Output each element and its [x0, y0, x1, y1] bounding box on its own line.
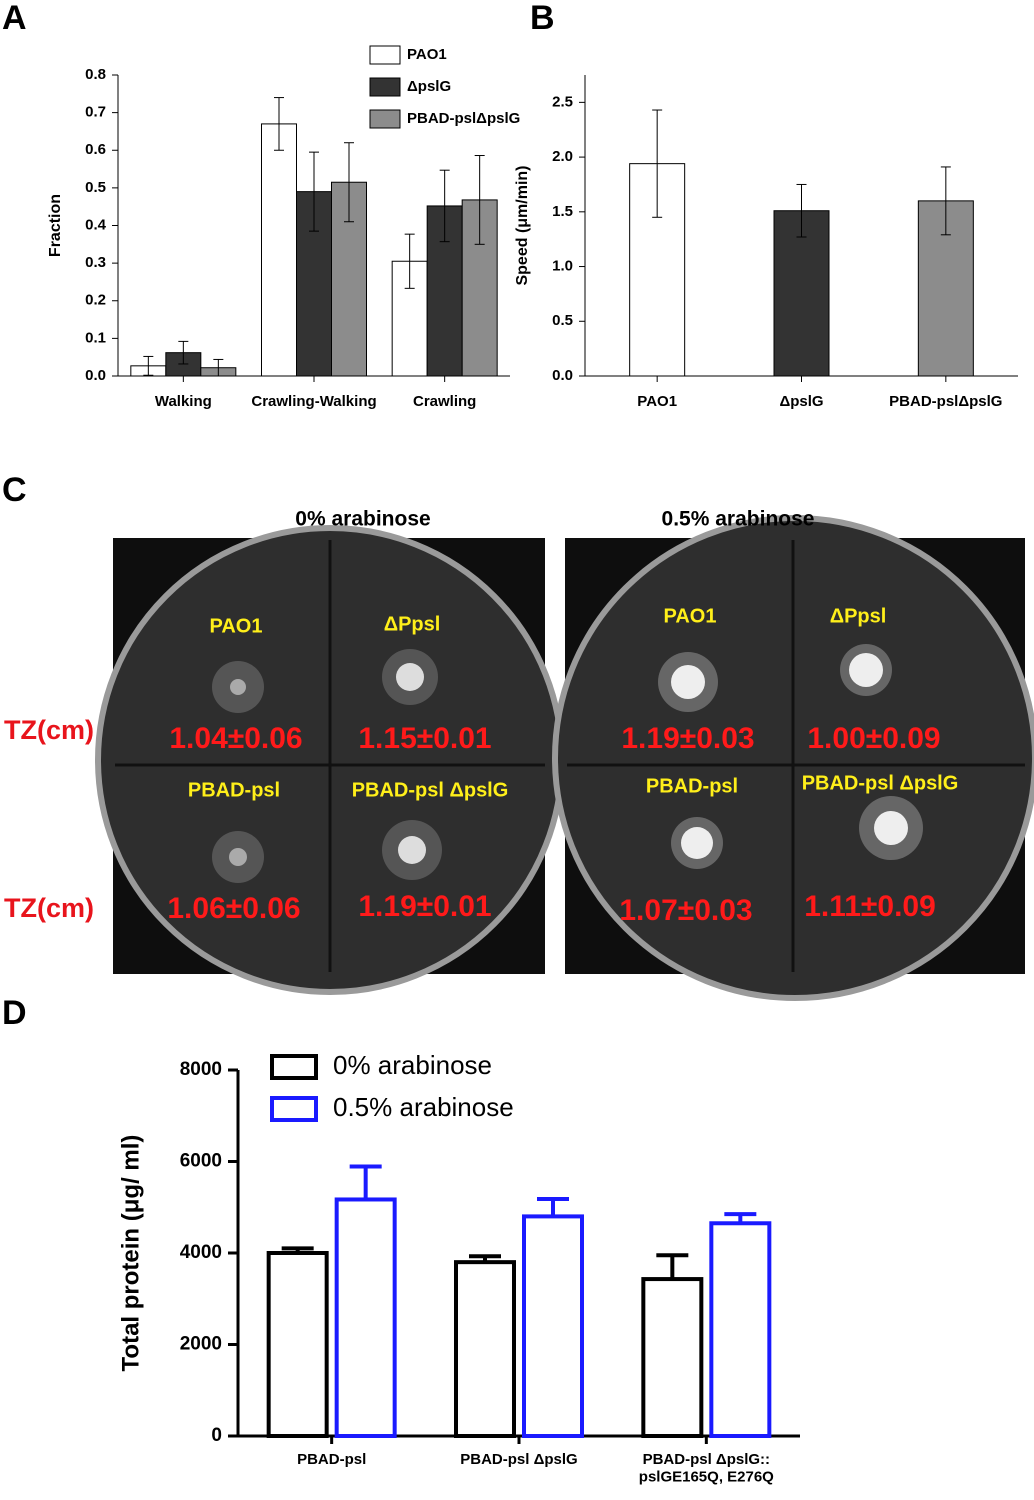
y-tick-label: 0 — [211, 1425, 222, 1446]
y-tick-label: 0.8 — [85, 66, 106, 83]
y-tick-label: 6000 — [180, 1151, 222, 1172]
y-tick-label: 0.0 — [552, 367, 573, 384]
tz-value: 1.19±0.01 — [358, 890, 491, 923]
y-axis-label: Speed (μm/min) — [514, 165, 531, 285]
y-tick-label: 1.0 — [552, 258, 573, 275]
x-tick-label: ΔpslG — [779, 393, 823, 410]
y-tick-label: 4000 — [180, 1242, 222, 1263]
legend-label: PAO1 — [407, 46, 447, 63]
panel-letter: D — [2, 994, 27, 1032]
legend-label: PBAD-pslΔpslG — [407, 110, 520, 127]
bar — [641, 1277, 704, 1439]
x-tick-label: Crawling — [413, 393, 476, 410]
y-tick-label: 1.5 — [552, 203, 573, 220]
strain-label: ΔPpsl — [384, 613, 441, 635]
bar — [334, 1197, 397, 1439]
y-tick-label: 0.6 — [85, 141, 106, 158]
y-axis-label: Fraction — [47, 194, 64, 257]
bar — [454, 1260, 516, 1439]
y-axis-label: Total protein (μg/ ml) — [117, 1135, 144, 1372]
row-label: TZ(cm) — [4, 893, 94, 923]
x-tick-label: PBAD-pslΔpslG — [889, 393, 1002, 410]
x-tick-label: PBAD-psl ΔpslG — [460, 1451, 577, 1468]
bar — [773, 210, 830, 377]
y-tick-label: 0.3 — [85, 254, 106, 271]
y-tick-label: 8000 — [180, 1059, 222, 1080]
legend-swatch — [270, 1054, 318, 1080]
strain-label: PAO1 — [664, 605, 717, 627]
panel-letter: B — [530, 0, 555, 37]
x-tick-label: Crawling-Walking — [251, 393, 376, 410]
legend-swatch — [369, 77, 401, 97]
x-tick-label: PBAD-psl — [297, 1451, 366, 1468]
plate-title: 0.5% arabinose — [662, 508, 815, 531]
plate-title: 0% arabinose — [295, 508, 430, 531]
bar — [266, 1251, 329, 1438]
legend-label: 0.5% arabinose — [333, 1092, 514, 1122]
tz-value: 1.11±0.09 — [804, 890, 936, 923]
legend-swatch — [270, 1096, 318, 1122]
y-tick-label: 0.4 — [85, 216, 107, 233]
tz-value: 1.19±0.03 — [621, 722, 754, 755]
x-tick-label: PBAD-psl ΔpslG:: pslGE165Q, E276Q — [639, 1451, 774, 1485]
strain-label: PAO1 — [210, 615, 263, 637]
y-tick-label: 2000 — [180, 1334, 222, 1355]
legend-label: ΔpslG — [407, 78, 451, 95]
y-tick-label: 0.1 — [85, 329, 106, 346]
y-tick-label: 2.0 — [552, 148, 573, 165]
strain-label: PBAD-psl ΔpslG — [802, 772, 959, 794]
x-tick-label: PAO1 — [637, 393, 677, 410]
bar — [709, 1221, 772, 1438]
bar — [261, 123, 297, 377]
panel-letter: A — [2, 0, 27, 37]
tz-value: 1.00±0.09 — [807, 722, 940, 755]
dish — [552, 515, 1034, 1001]
tz-value: 1.15±0.01 — [358, 722, 491, 755]
y-tick-label: 0.5 — [552, 312, 573, 329]
bar — [522, 1214, 584, 1439]
y-tick-label: 0.7 — [85, 104, 106, 121]
legend-swatch — [369, 45, 401, 65]
strain-label: PBAD-psl — [188, 779, 280, 801]
y-tick-label: 0.0 — [85, 367, 106, 384]
panel-letter: C — [2, 471, 27, 509]
strain-label: PBAD-psl ΔpslG — [352, 779, 509, 801]
colonies — [212, 644, 923, 883]
strain-label: ΔPpsl — [830, 605, 887, 627]
legend-label: 0% arabinose — [333, 1050, 492, 1080]
y-tick-label: 2.5 — [552, 93, 573, 110]
tz-value: 1.07±0.03 — [619, 894, 752, 927]
x-tick-label: Walking — [155, 393, 212, 410]
y-tick-label: 0.5 — [85, 179, 106, 196]
strain-label: PBAD-psl — [646, 775, 738, 797]
legend-swatch — [369, 109, 401, 129]
y-tick-label: 0.2 — [85, 292, 106, 309]
tz-value: 1.04±0.06 — [169, 722, 302, 755]
row-label: TZ(cm) — [4, 715, 94, 745]
tz-value: 1.06±0.06 — [167, 892, 300, 925]
